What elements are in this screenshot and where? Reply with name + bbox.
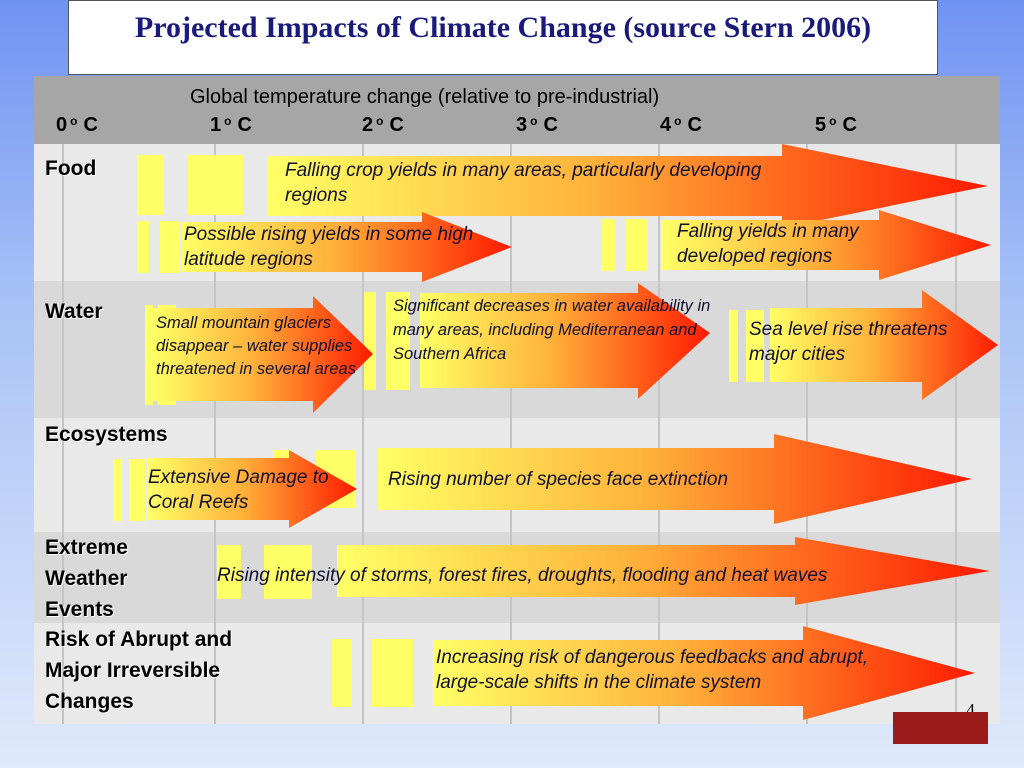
arrow-tail-bar bbox=[129, 459, 146, 521]
arrow-tail-bar bbox=[729, 310, 738, 382]
arrow-storm-intensity bbox=[337, 537, 990, 605]
gridline bbox=[510, 144, 512, 724]
arrow-abrupt-feedbacks: Increasing risk of dangerous feedbacks a… bbox=[433, 626, 975, 720]
arrow-tail-bar bbox=[626, 219, 648, 271]
arrow-falling-crop-yields: Falling crop yields in many areas, parti… bbox=[268, 144, 988, 228]
gridline bbox=[362, 144, 364, 724]
arrow-tail-bar bbox=[217, 545, 241, 599]
arrow-tail-bar bbox=[113, 459, 122, 521]
page-number: 4 bbox=[966, 700, 975, 720]
arrow-tail-bar bbox=[188, 155, 243, 215]
arrow-tail-bar bbox=[602, 219, 615, 271]
axis-title: Global temperature change (relative to p… bbox=[190, 86, 660, 108]
arrow-coral-reefs: Extensive Damage to Coral Reefs bbox=[147, 450, 357, 528]
arrow-tail-bar bbox=[160, 221, 180, 273]
category-ecosystems: Ecosystems bbox=[45, 423, 168, 446]
arrow-tail-bar bbox=[386, 292, 410, 390]
title-box: Projected Impacts of Climate Change (sou… bbox=[68, 0, 938, 75]
category-water: Water bbox=[45, 300, 103, 323]
text-storm-intensity: Rising intensity of storms, forest fires… bbox=[217, 565, 828, 586]
gridline bbox=[62, 144, 64, 724]
arrow-mountain-glaciers: Small mountain glaciers disappear – wate… bbox=[153, 296, 373, 413]
arrow-falling-yields-developed: Falling yields in many developed regions bbox=[661, 210, 991, 280]
gridline bbox=[214, 144, 216, 724]
arrow-tail-bar bbox=[364, 292, 376, 390]
gridline bbox=[955, 144, 957, 724]
arrow-possible-rising-yields: Possible rising yields in some high lati… bbox=[182, 212, 512, 282]
arrow-species-extinction: Rising number of species face extinction bbox=[378, 434, 972, 524]
cardiff-logo bbox=[893, 712, 988, 744]
arrow-water-decreases: Significant decreases in water availabil… bbox=[393, 283, 710, 399]
arrow-tail-bar bbox=[137, 155, 164, 215]
arrow-tail-bar bbox=[746, 310, 764, 382]
arrow-tail-bar bbox=[372, 639, 413, 707]
arrow-sea-level-rise: Sea level rise threatens major cities bbox=[749, 290, 998, 400]
arrow-tail-bar bbox=[137, 221, 149, 273]
arrow-tail-bar bbox=[264, 545, 312, 599]
axis-header bbox=[34, 76, 1000, 144]
slide-title: Projected Impacts of Climate Change (sou… bbox=[134, 11, 872, 44]
category-food: Food bbox=[45, 157, 97, 180]
gridline bbox=[806, 144, 808, 724]
arrow-tail-bar bbox=[145, 305, 153, 405]
gridline bbox=[658, 144, 660, 724]
category-abrupt-change: Risk of Abrupt and Major Irreversible Chan… bbox=[45, 628, 233, 713]
category-extreme-weather: Extreme Weather Events bbox=[45, 536, 128, 621]
arrow-tail-bar bbox=[332, 639, 352, 707]
